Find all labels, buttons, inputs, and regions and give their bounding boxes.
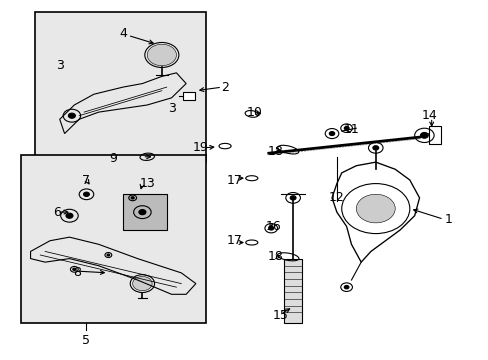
Bar [183, 93, 195, 100]
Text: 17: 17 [226, 174, 242, 186]
Text: 18: 18 [267, 145, 284, 158]
Circle shape [83, 192, 89, 197]
Circle shape [344, 126, 348, 130]
Text: 16: 16 [265, 220, 281, 233]
Text: 3: 3 [56, 59, 63, 72]
Text: 18: 18 [267, 250, 284, 263]
Text: 14: 14 [421, 109, 436, 122]
Bar [284, 258, 301, 323]
Text: 2: 2 [221, 81, 228, 94]
Circle shape [139, 210, 145, 215]
Text: 6: 6 [53, 206, 61, 219]
Text: 3: 3 [167, 102, 175, 115]
Circle shape [107, 254, 109, 256]
Bar [35, 12, 205, 162]
Text: 5: 5 [82, 334, 90, 347]
Text: 15: 15 [272, 309, 288, 322]
Circle shape [420, 132, 427, 138]
Circle shape [147, 44, 176, 66]
Text: 10: 10 [246, 105, 262, 119]
Bar [122, 194, 166, 230]
Text: 17: 17 [226, 234, 242, 247]
Text: 9: 9 [109, 152, 117, 165]
Circle shape [68, 113, 75, 118]
Circle shape [372, 146, 378, 150]
Circle shape [356, 194, 394, 223]
Bar [21, 155, 205, 323]
Text: 4: 4 [119, 27, 126, 40]
Circle shape [132, 276, 152, 291]
Circle shape [66, 213, 73, 218]
Text: 13: 13 [139, 177, 155, 190]
Text: 1: 1 [444, 213, 452, 226]
Circle shape [328, 131, 334, 136]
Text: 12: 12 [328, 192, 344, 204]
Circle shape [131, 197, 134, 199]
Bar [428, 126, 441, 144]
Text: 19: 19 [192, 141, 208, 154]
Text: 11: 11 [343, 123, 359, 136]
Text: 8: 8 [73, 266, 81, 279]
Circle shape [73, 268, 76, 270]
Text: 7: 7 [82, 174, 90, 186]
Circle shape [289, 196, 295, 200]
Circle shape [344, 285, 348, 289]
Circle shape [268, 226, 273, 230]
